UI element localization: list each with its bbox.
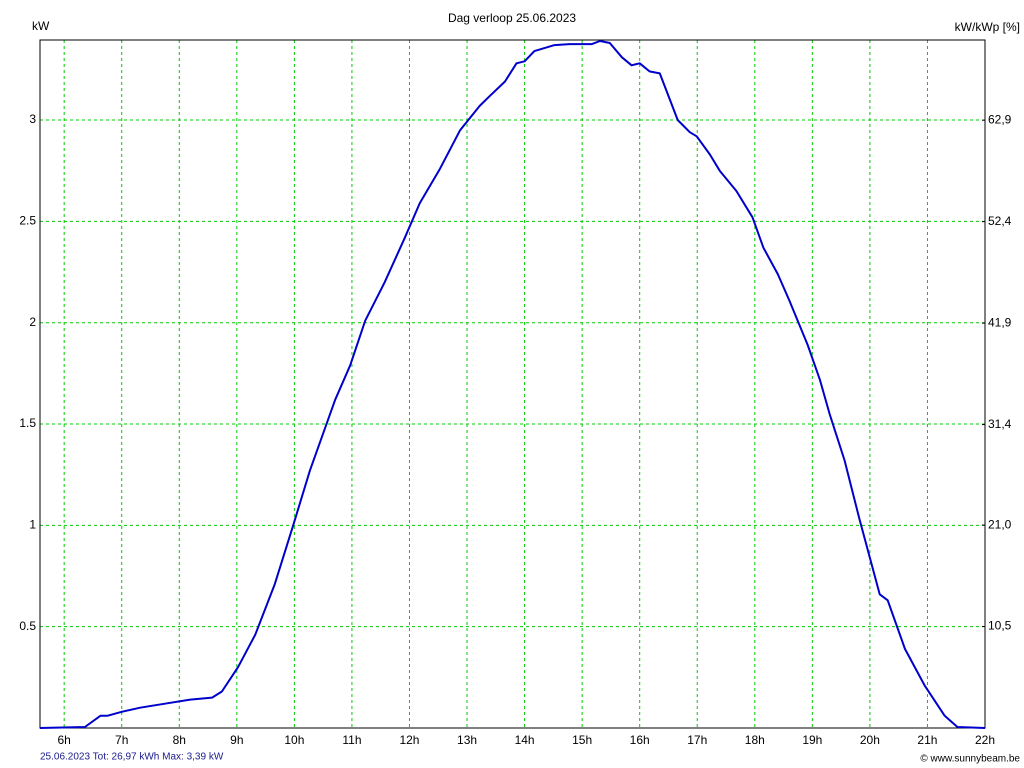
y2-tick-label: 21,0 [988, 517, 1012, 531]
y-tick-label: 0.5 [19, 619, 36, 633]
y2-tick-label: 10,5 [988, 619, 1012, 633]
y-tick-label: 2.5 [19, 214, 36, 228]
y2-tick-label: 31,4 [988, 417, 1012, 431]
x-tick-label: 18h [745, 733, 765, 747]
x-tick-label: 6h [57, 733, 70, 747]
x-tick-label: 12h [399, 733, 419, 747]
x-tick-label: 21h [917, 733, 937, 747]
y2-tick-label: 62,9 [988, 112, 1012, 126]
x-tick-label: 20h [860, 733, 880, 747]
x-tick-label: 10h [284, 733, 304, 747]
plot-area [40, 40, 985, 728]
x-tick-label: 15h [572, 733, 592, 747]
x-tick-label: 17h [687, 733, 707, 747]
y2-tick-label: 41,9 [988, 315, 1012, 329]
x-tick-label: 11h [342, 733, 361, 747]
y-axis-label: kW [32, 19, 50, 33]
x-tick-label: 14h [515, 733, 535, 747]
y-tick-label: 3 [29, 112, 36, 126]
footer-summary: 25.06.2023 Tot: 26,97 kWh Max: 3,39 kW [40, 752, 224, 763]
y2-tick-label: 52,4 [988, 214, 1012, 228]
x-tick-label: 8h [173, 733, 186, 747]
x-tick-label: 7h [115, 733, 128, 747]
footer-credit: © www.sunnybeam.be [920, 754, 1020, 765]
x-tick-label: 9h [230, 733, 243, 747]
x-tick-label: 22h [975, 733, 995, 747]
plot-border [39, 39, 986, 729]
chart-title: Dag verloop 25.06.2023 [448, 11, 576, 25]
y-tick-label: 1 [29, 518, 36, 532]
x-tick-label: 16h [630, 733, 650, 747]
y-tick-label: 1.5 [19, 416, 36, 430]
data-line [39, 40, 986, 729]
x-tick-label: 19h [802, 733, 822, 747]
y2-axis-label: kW/kWp [%] [955, 20, 1020, 34]
y-tick-label: 2 [29, 315, 36, 329]
x-tick-label: 13h [457, 733, 477, 747]
